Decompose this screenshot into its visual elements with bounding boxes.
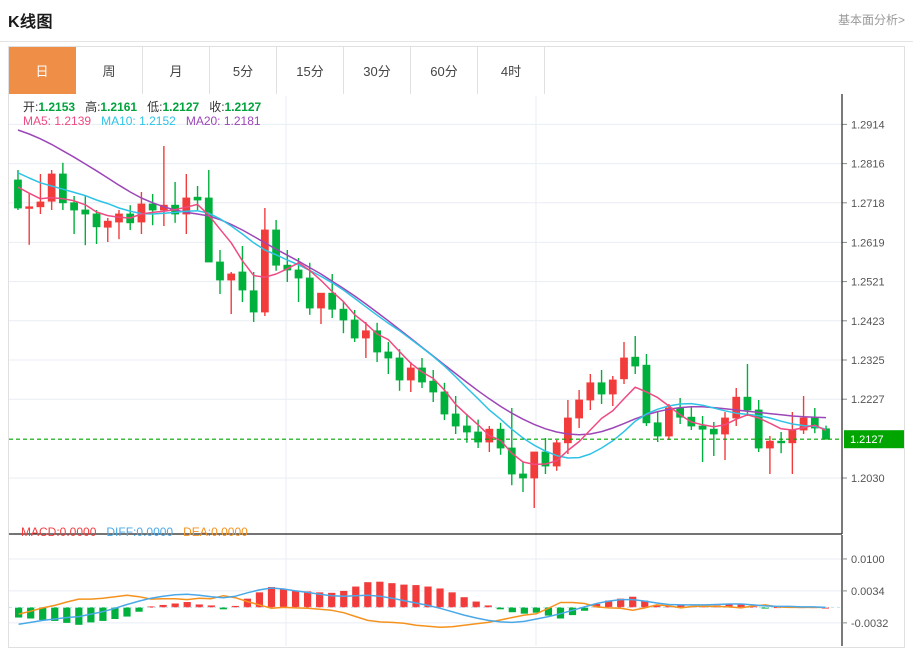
svg-text:1.2816: 1.2816 [851,159,885,171]
tab-month[interactable]: 月 [143,47,210,94]
chart-canvas[interactable]: 1.2914 1.2816 1.2718 1.2619 1.2521 1.2423 1.23… [9,94,904,646]
svg-text:1.2521: 1.2521 [851,277,885,289]
moving-average-lines [17,129,827,466]
svg-text:1.2423: 1.2423 [851,316,885,328]
tab-30min[interactable]: 30分 [344,47,411,94]
tabbar-filler [545,47,904,94]
page-header: K线图 基本面分析> [0,0,913,42]
tab-60min[interactable]: 60分 [411,47,478,94]
tab-15min[interactable]: 15分 [277,47,344,94]
price-axis: 1.2914 1.2816 1.2718 1.2619 1.2521 1.2423 1.23… [841,94,885,534]
tab-day[interactable]: 日 [9,47,76,94]
svg-text:1.2325: 1.2325 [851,355,885,367]
chart-container[interactable]: 1.2914 1.2816 1.2718 1.2619 1.2521 1.2423 1.23… [8,94,905,648]
svg-text:1.2619: 1.2619 [851,237,885,249]
page-title: K线图 [8,14,54,31]
svg-text:1.2914: 1.2914 [851,119,885,131]
tab-week[interactable]: 周 [76,47,143,94]
macd-diff-dea-lines [18,587,826,628]
last-price-tag: 1.2127 [844,430,904,449]
svg-text:-0.0032: -0.0032 [851,618,888,630]
svg-text:1.2030: 1.2030 [851,473,885,485]
svg-text:1.2127: 1.2127 [850,434,884,446]
macd-histogram [9,581,842,625]
svg-text:0.0100: 0.0100 [851,554,885,566]
period-tabbar: 日 周 月 5分 15分 30分 60分 4时 [8,46,905,94]
tab-4hour[interactable]: 4时 [478,47,545,94]
candlestick-series [14,146,830,508]
svg-text:1.2227: 1.2227 [851,394,885,406]
grid-lines [9,96,842,534]
svg-text:1.2718: 1.2718 [851,198,885,210]
fundamental-analysis-link[interactable]: 基本面分析> [837,13,905,27]
tab-5min[interactable]: 5分 [210,47,277,94]
svg-text:0.0034: 0.0034 [851,586,885,598]
macd-axis: 0.0100 0.0034 -0.0032 [841,535,888,646]
